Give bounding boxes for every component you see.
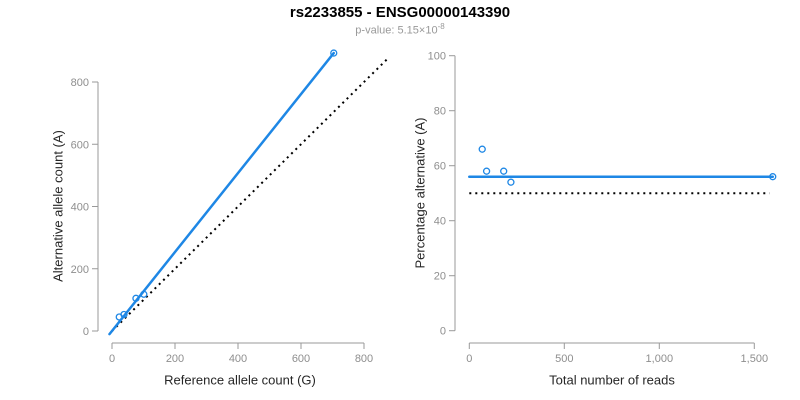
fit-line <box>108 51 336 336</box>
data-point <box>330 49 338 57</box>
data-point <box>769 173 777 181</box>
x-tick-label: 400 <box>229 353 247 365</box>
x-tick-label: 600 <box>292 353 310 365</box>
data-point <box>120 310 128 319</box>
right-yaxis-title: Percentage alternative (A) <box>412 117 428 269</box>
data-point <box>132 294 140 302</box>
data-point <box>482 167 491 175</box>
y-tick-label: 20 <box>434 271 446 283</box>
data-point <box>500 167 508 175</box>
x-tick-label: 800 <box>355 353 373 365</box>
y-tick-label: 400 <box>71 202 89 214</box>
x-tick-label: 0 <box>109 353 115 365</box>
data-point <box>507 178 515 186</box>
y-tick-label: 40 <box>434 216 446 228</box>
x-tick-label: 1,000 <box>646 353 674 365</box>
data-point <box>140 290 148 298</box>
y-tick-label: 0 <box>440 326 446 338</box>
y-tick-label: 800 <box>71 77 89 89</box>
y-tick-label: 0 <box>83 326 89 338</box>
reference-dotted-line <box>111 57 389 332</box>
y-tick-label: 80 <box>434 106 446 118</box>
y-tick-label: 100 <box>428 51 446 63</box>
x-tick-label: 1,500 <box>741 353 769 365</box>
y-tick-label: 200 <box>71 264 89 276</box>
pvalue-exponent: -8 <box>437 22 445 31</box>
right-xaxis-title: Total number of reads <box>549 372 675 388</box>
plot-subtitle: p-value: 5.15×10-8 <box>0 22 800 37</box>
left-xaxis-title: Reference allele count (G) <box>164 372 316 388</box>
x-tick-label: 0 <box>466 353 472 365</box>
pvalue-text: p-value: 5.15×10 <box>355 24 438 37</box>
data-point <box>478 145 486 153</box>
plot-title: rs2233855 - ENSG00000143390 <box>289 4 511 21</box>
y-tick-label: 60 <box>434 161 446 173</box>
left-yaxis-title: Alternative allele count (A) <box>50 130 66 282</box>
y-tick-label: 600 <box>71 139 89 151</box>
x-tick-label: 200 <box>166 353 184 365</box>
x-tick-label: 500 <box>555 353 573 365</box>
